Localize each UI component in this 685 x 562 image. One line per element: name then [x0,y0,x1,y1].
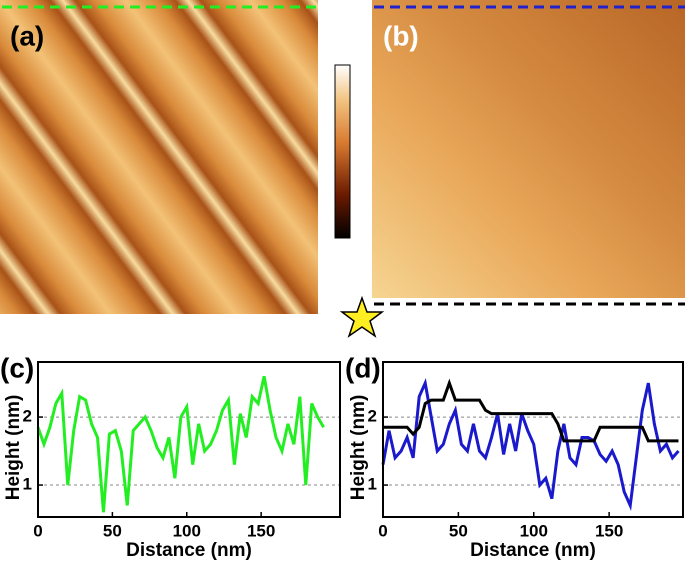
x-tick-label: 100 [173,521,201,540]
profile-line [36,375,325,513]
plot-frame [37,361,341,518]
x-tick-label: 150 [595,521,623,540]
x-tick-label: 50 [103,521,122,540]
panel-label: (a) [10,20,44,51]
panel-label: (b) [383,20,419,51]
x-tick-label: 50 [449,521,468,540]
x-tick-label: 100 [520,521,548,540]
y-axis-label: Height (nm) [348,395,369,501]
y-tick-label: 1 [368,475,377,494]
panel-label: (d) [345,352,381,383]
y-tick-label: 2 [23,407,32,426]
profile-line [381,377,680,511]
x-axis-label: Distance (nm) [126,540,252,561]
x-axis-label: Distance (nm) [470,540,596,561]
panel-label: (c) [0,352,34,383]
x-tick-label: 150 [247,521,275,540]
afm-image-b [372,0,685,298]
y-axis-label: Height (nm) [3,395,24,501]
afm-image-a [0,0,318,314]
y-tick-label: 2 [368,407,377,426]
star-marker [339,295,385,338]
plot-frame [382,361,684,518]
colorbar [334,64,351,239]
x-tick-label: 0 [33,521,42,540]
x-tick-label: 0 [378,521,387,540]
y-tick-label: 1 [23,475,32,494]
profile-line [383,378,679,443]
